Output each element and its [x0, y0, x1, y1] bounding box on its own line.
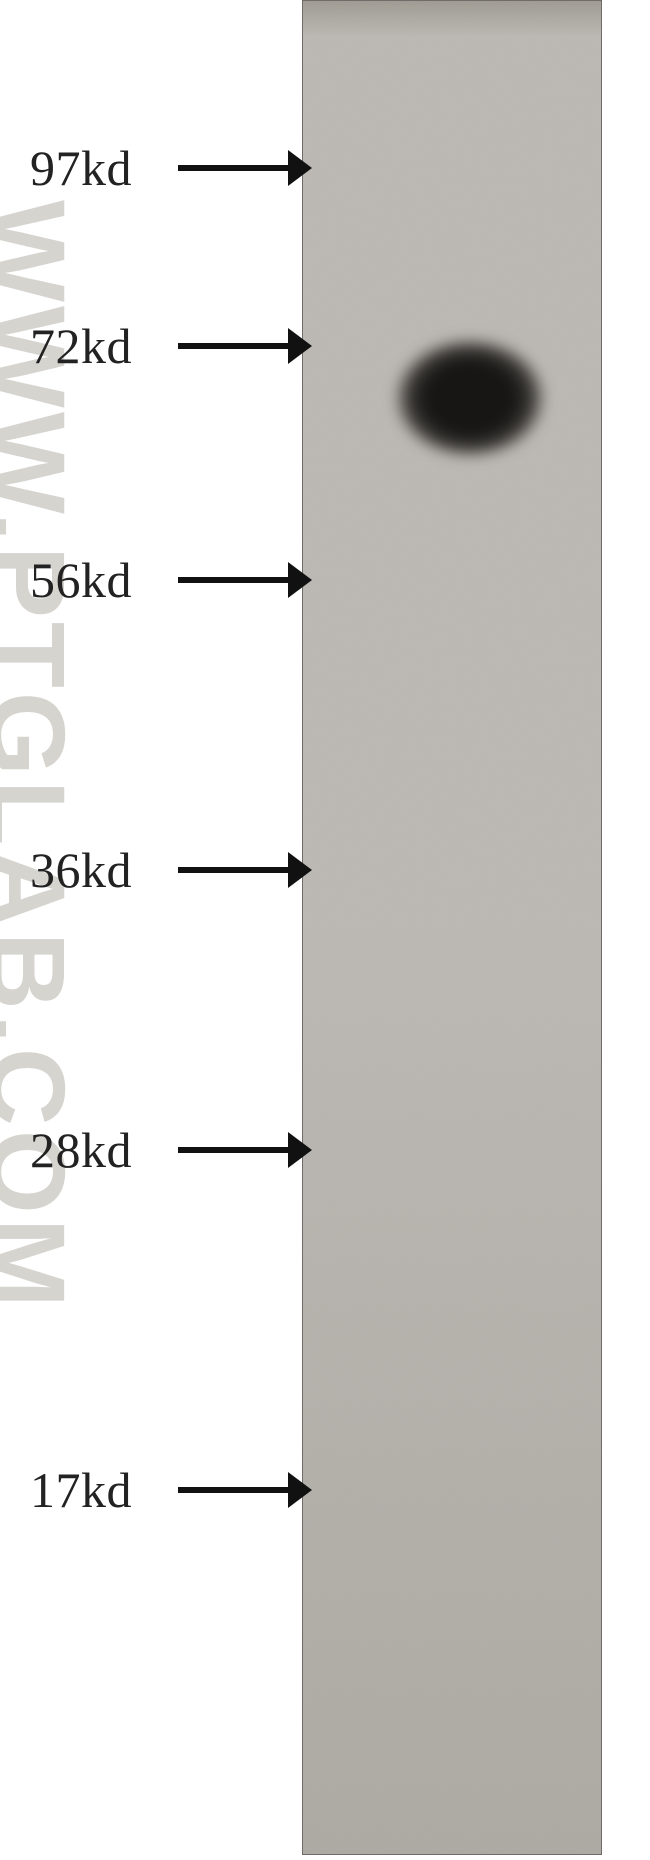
mw-marker-label: 36kd — [30, 841, 132, 899]
arrow-icon — [178, 1472, 316, 1508]
mw-marker-label: 97kd — [30, 139, 132, 197]
mw-marker-row: 17kd — [30, 1461, 132, 1519]
mw-marker-label: 56kd — [30, 551, 132, 609]
mw-marker-row: 97kd — [30, 139, 132, 197]
mw-marker-row: 28kd — [30, 1121, 132, 1179]
gel-lane-svg — [302, 0, 602, 1855]
mw-marker-row: 36kd — [30, 841, 132, 899]
arrow-icon — [178, 1132, 316, 1168]
arrow-icon — [178, 150, 316, 186]
mw-marker-row: 72kd — [30, 317, 132, 375]
gel-lane — [302, 0, 602, 1855]
mw-marker-row: 56kd — [30, 551, 132, 609]
mw-marker-label: 28kd — [30, 1121, 132, 1179]
arrow-icon — [178, 328, 316, 364]
mw-marker-label: 17kd — [30, 1461, 132, 1519]
protein-band — [392, 336, 548, 460]
mw-marker-label: 72kd — [30, 317, 132, 375]
arrow-icon — [178, 852, 316, 888]
arrow-icon — [178, 562, 316, 598]
